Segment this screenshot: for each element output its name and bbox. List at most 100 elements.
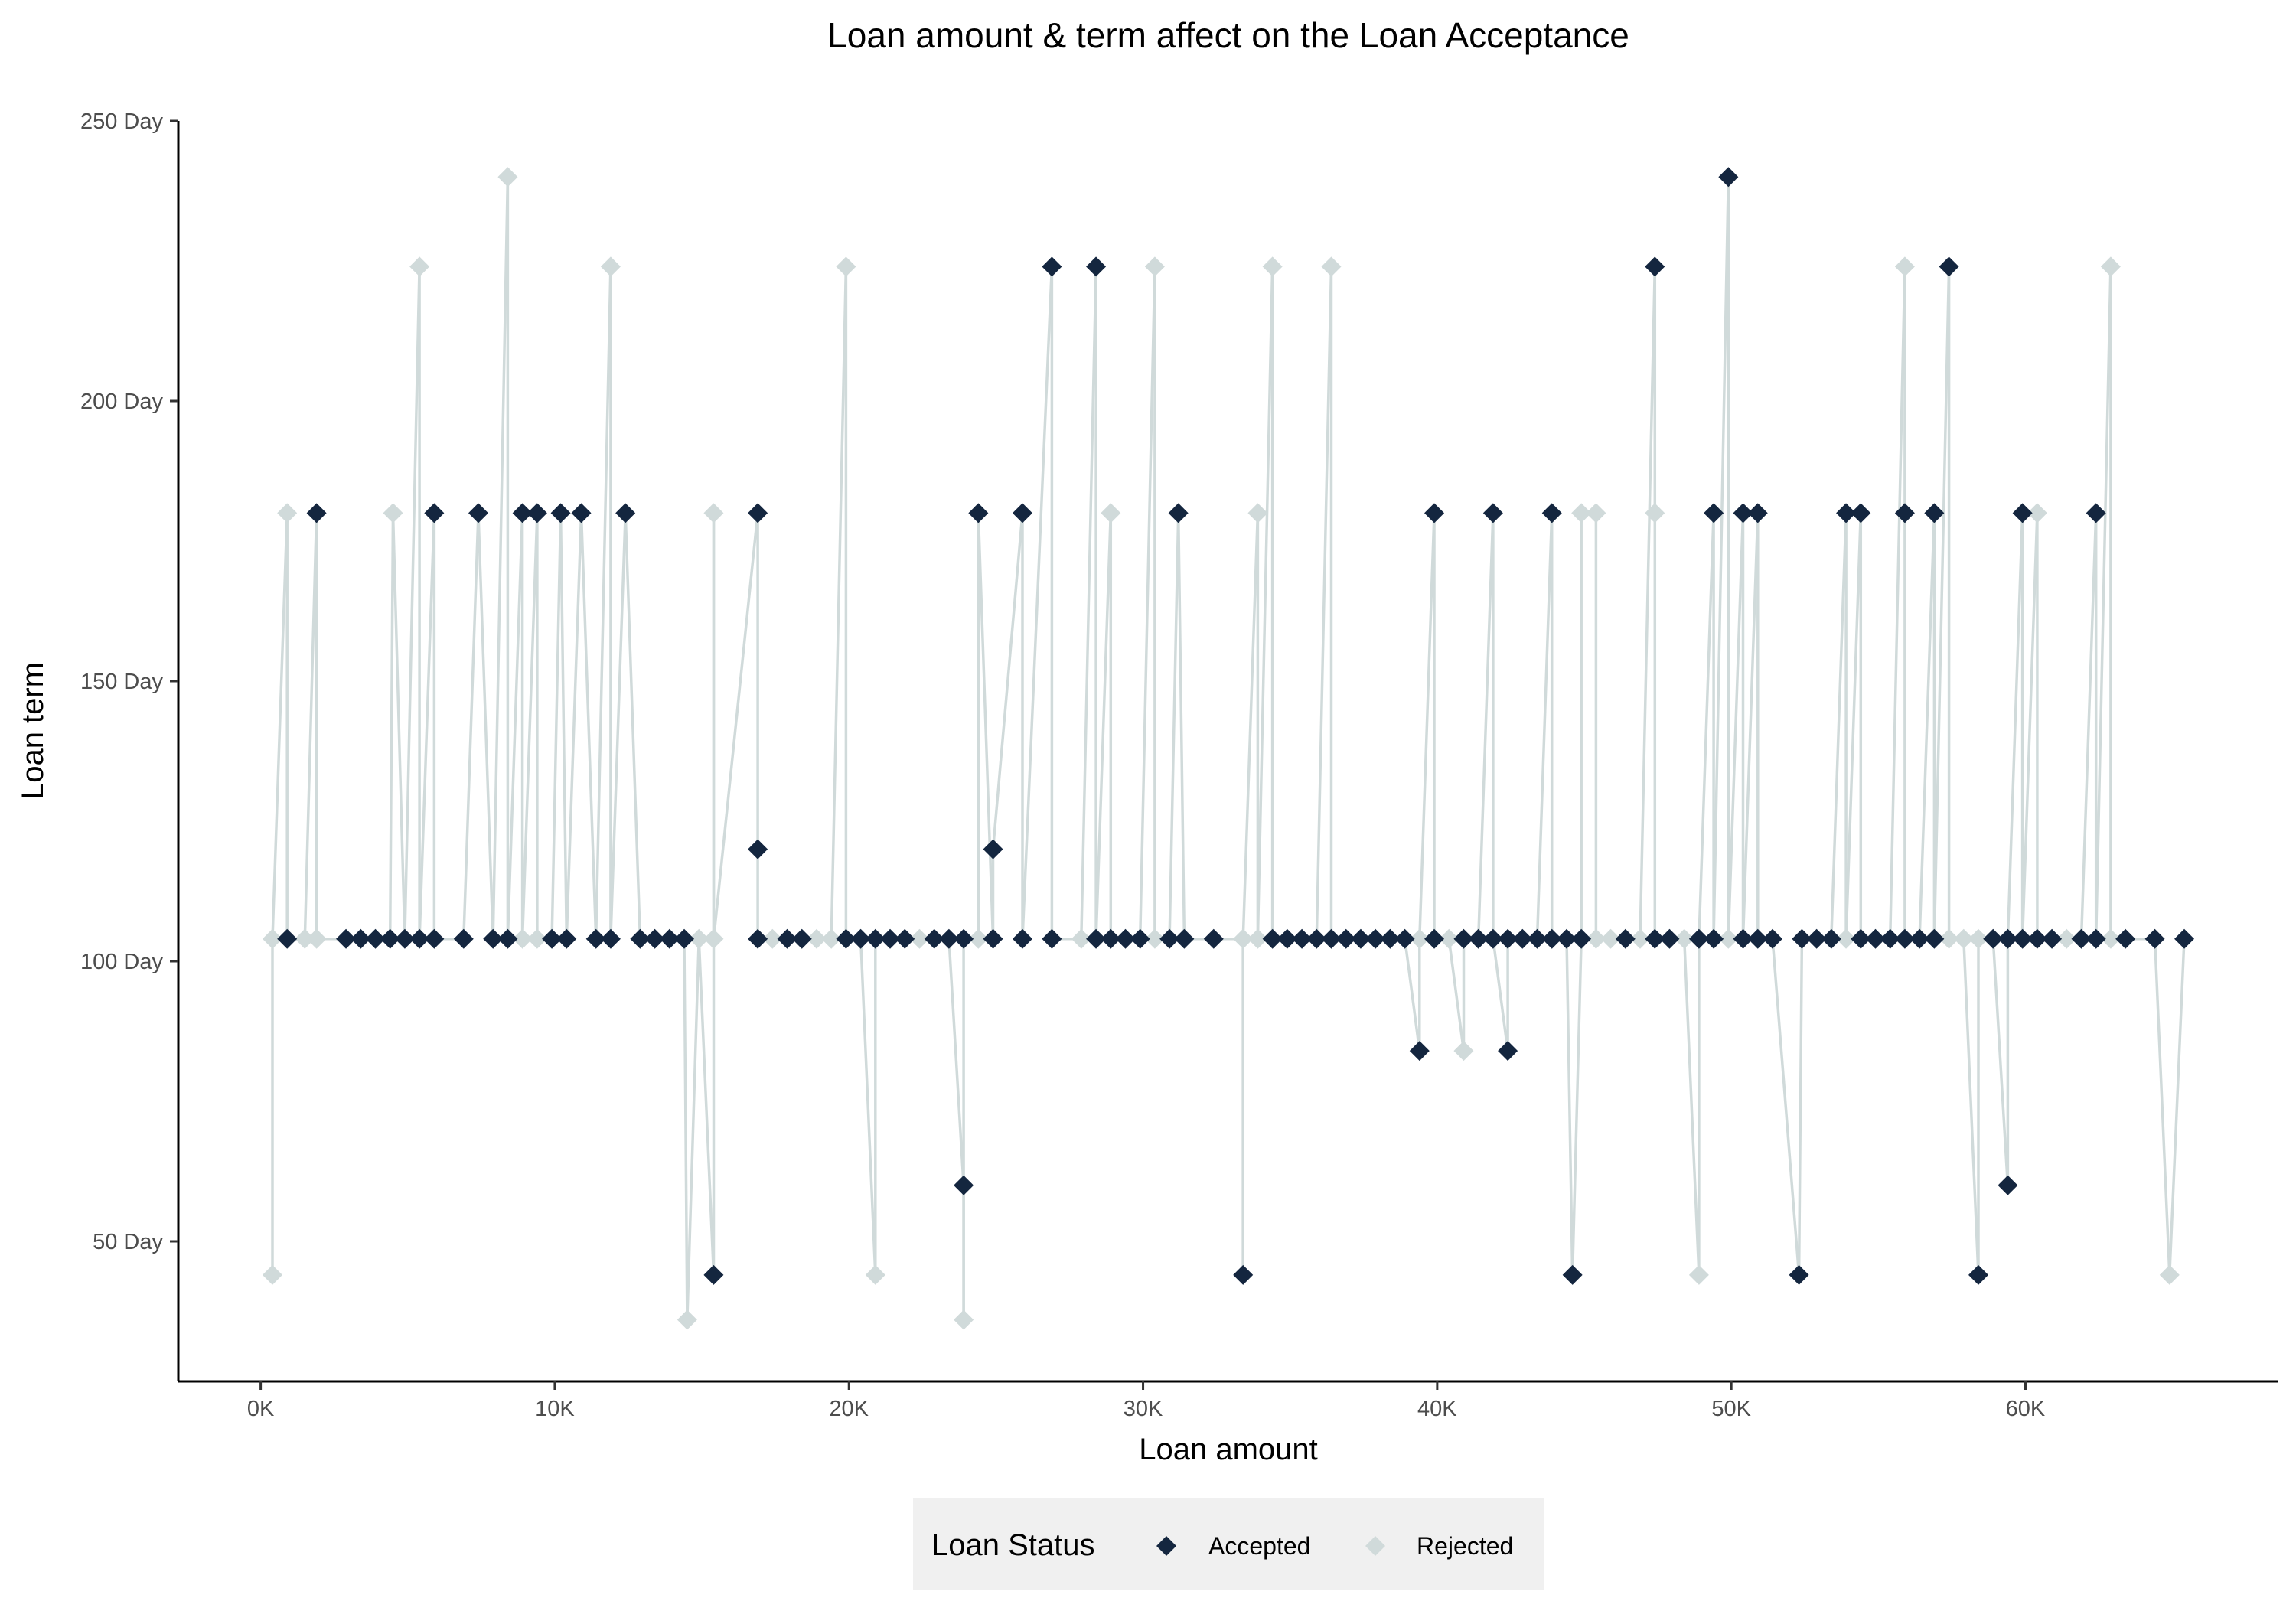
data-point-accepted — [880, 928, 901, 949]
x-tick-label: 30K — [1124, 1397, 1163, 1421]
data-point-accepted — [1718, 167, 1739, 188]
x-tick-label: 20K — [829, 1397, 869, 1421]
data-point-accepted — [1556, 928, 1577, 949]
data-point-accepted — [380, 928, 400, 949]
data-point-rejected — [512, 928, 533, 949]
connector-segment — [859, 937, 877, 1277]
connector-segment — [2094, 265, 2112, 941]
connector-segment — [1403, 937, 1421, 1052]
data-point-rejected — [909, 928, 930, 949]
data-point-accepted — [1645, 928, 1665, 949]
data-point-accepted — [850, 928, 871, 949]
data-point-accepted — [1789, 1264, 1809, 1285]
data-point-accepted — [938, 928, 959, 949]
connector-segment — [2006, 511, 2024, 941]
data-point-rejected — [2159, 1264, 2180, 1285]
data-point-rejected — [1718, 928, 1739, 949]
data-point-accepted — [1983, 928, 2004, 949]
data-point-accepted — [1541, 503, 1562, 523]
connector-segment — [462, 511, 480, 941]
data-point-accepted — [1292, 928, 1313, 949]
connector-segment — [1447, 937, 1466, 1052]
data-point-rejected — [295, 928, 315, 949]
data-point-accepted — [512, 503, 533, 523]
data-point-rejected — [409, 256, 430, 277]
connector-segment — [1492, 937, 1509, 1052]
connector-segment — [1315, 265, 1333, 941]
data-point-accepted — [1615, 928, 1636, 949]
x-tick-label: 10K — [535, 1397, 575, 1421]
data-point-accepted — [924, 928, 944, 949]
data-point-accepted — [277, 928, 298, 949]
data-point-rejected — [1247, 503, 1268, 523]
connector-segment — [391, 511, 406, 941]
connector-segment — [565, 511, 583, 941]
data-point-accepted — [1851, 503, 1871, 523]
connector-segment — [477, 511, 494, 941]
data-point-rejected — [806, 928, 827, 949]
data-point-accepted — [777, 928, 797, 949]
data-point-rejected — [1144, 256, 1165, 277]
data-point-accepted — [748, 503, 768, 523]
data-point-layer — [262, 167, 2195, 1330]
connector-segment — [388, 511, 395, 941]
connector-segment — [683, 937, 689, 1322]
data-point-accepted — [1321, 928, 1342, 949]
data-point-rejected — [821, 928, 842, 949]
data-point-accepted — [674, 928, 695, 949]
data-point-accepted — [748, 928, 768, 949]
connector-segment — [1991, 937, 2010, 1187]
connector-segment — [1682, 937, 1701, 1277]
data-point-accepted — [1747, 503, 1768, 523]
data-point-accepted — [1203, 928, 1224, 949]
data-point-rejected — [306, 928, 327, 949]
data-point-accepted — [2027, 928, 2047, 949]
data-point-accepted — [1541, 928, 1562, 949]
data-point-accepted — [453, 928, 474, 949]
data-point-rejected — [1968, 928, 1988, 949]
connector-segment — [1888, 265, 1906, 941]
connector-segment — [1476, 511, 1495, 941]
connector-segment — [624, 511, 642, 941]
data-point-rejected — [1894, 256, 1915, 277]
data-point-accepted — [556, 928, 577, 949]
x-tick-label: 0K — [247, 1397, 275, 1421]
data-point-accepted — [1939, 256, 1959, 277]
data-point-accepted — [1262, 928, 1283, 949]
data-point-accepted — [351, 928, 371, 949]
connector-segment — [594, 265, 612, 941]
data-point-accepted — [2071, 928, 2092, 949]
connector-segment — [491, 175, 510, 941]
data-point-accepted — [571, 503, 592, 523]
connector-segment — [1797, 937, 1804, 1277]
y-axis-title: Loan term — [16, 662, 50, 800]
y-tick-label: 250 Day — [80, 109, 164, 134]
y-tick-label: 200 Day — [80, 390, 164, 414]
connector-segment — [1241, 511, 1260, 941]
data-point-accepted — [644, 928, 665, 949]
data-point-rejected — [1645, 503, 1665, 523]
connector-segment — [697, 937, 716, 1277]
legend-marker-accepted — [1156, 1536, 1176, 1556]
y-tick-label: 150 Day — [80, 670, 164, 694]
data-point-accepted — [895, 928, 915, 949]
connector-segment — [1176, 511, 1186, 941]
chart-title: Loan amount & term affect on the Loan Ac… — [827, 15, 1629, 55]
connector-segment — [2168, 937, 2186, 1277]
legend-marker-rejected — [1365, 1536, 1385, 1556]
data-point-accepted — [1562, 1264, 1583, 1285]
connector-segment — [1932, 265, 1951, 941]
connector-segment — [1698, 511, 1715, 941]
legend-title: Loan Status — [931, 1528, 1095, 1562]
data-point-accepted — [1688, 928, 1709, 949]
data-point-accepted — [527, 503, 547, 523]
connector-segment — [403, 265, 421, 941]
data-point-accepted — [1645, 256, 1665, 277]
data-point-accepted — [483, 928, 504, 949]
x-axis-title: Loan amount — [1139, 1433, 1318, 1466]
data-point-rejected — [1247, 928, 1268, 949]
y-tick-label: 100 Day — [80, 950, 164, 974]
connector-line-layer — [271, 175, 2186, 1322]
data-point-accepted — [2012, 928, 2033, 949]
legend-background — [913, 1498, 1544, 1590]
